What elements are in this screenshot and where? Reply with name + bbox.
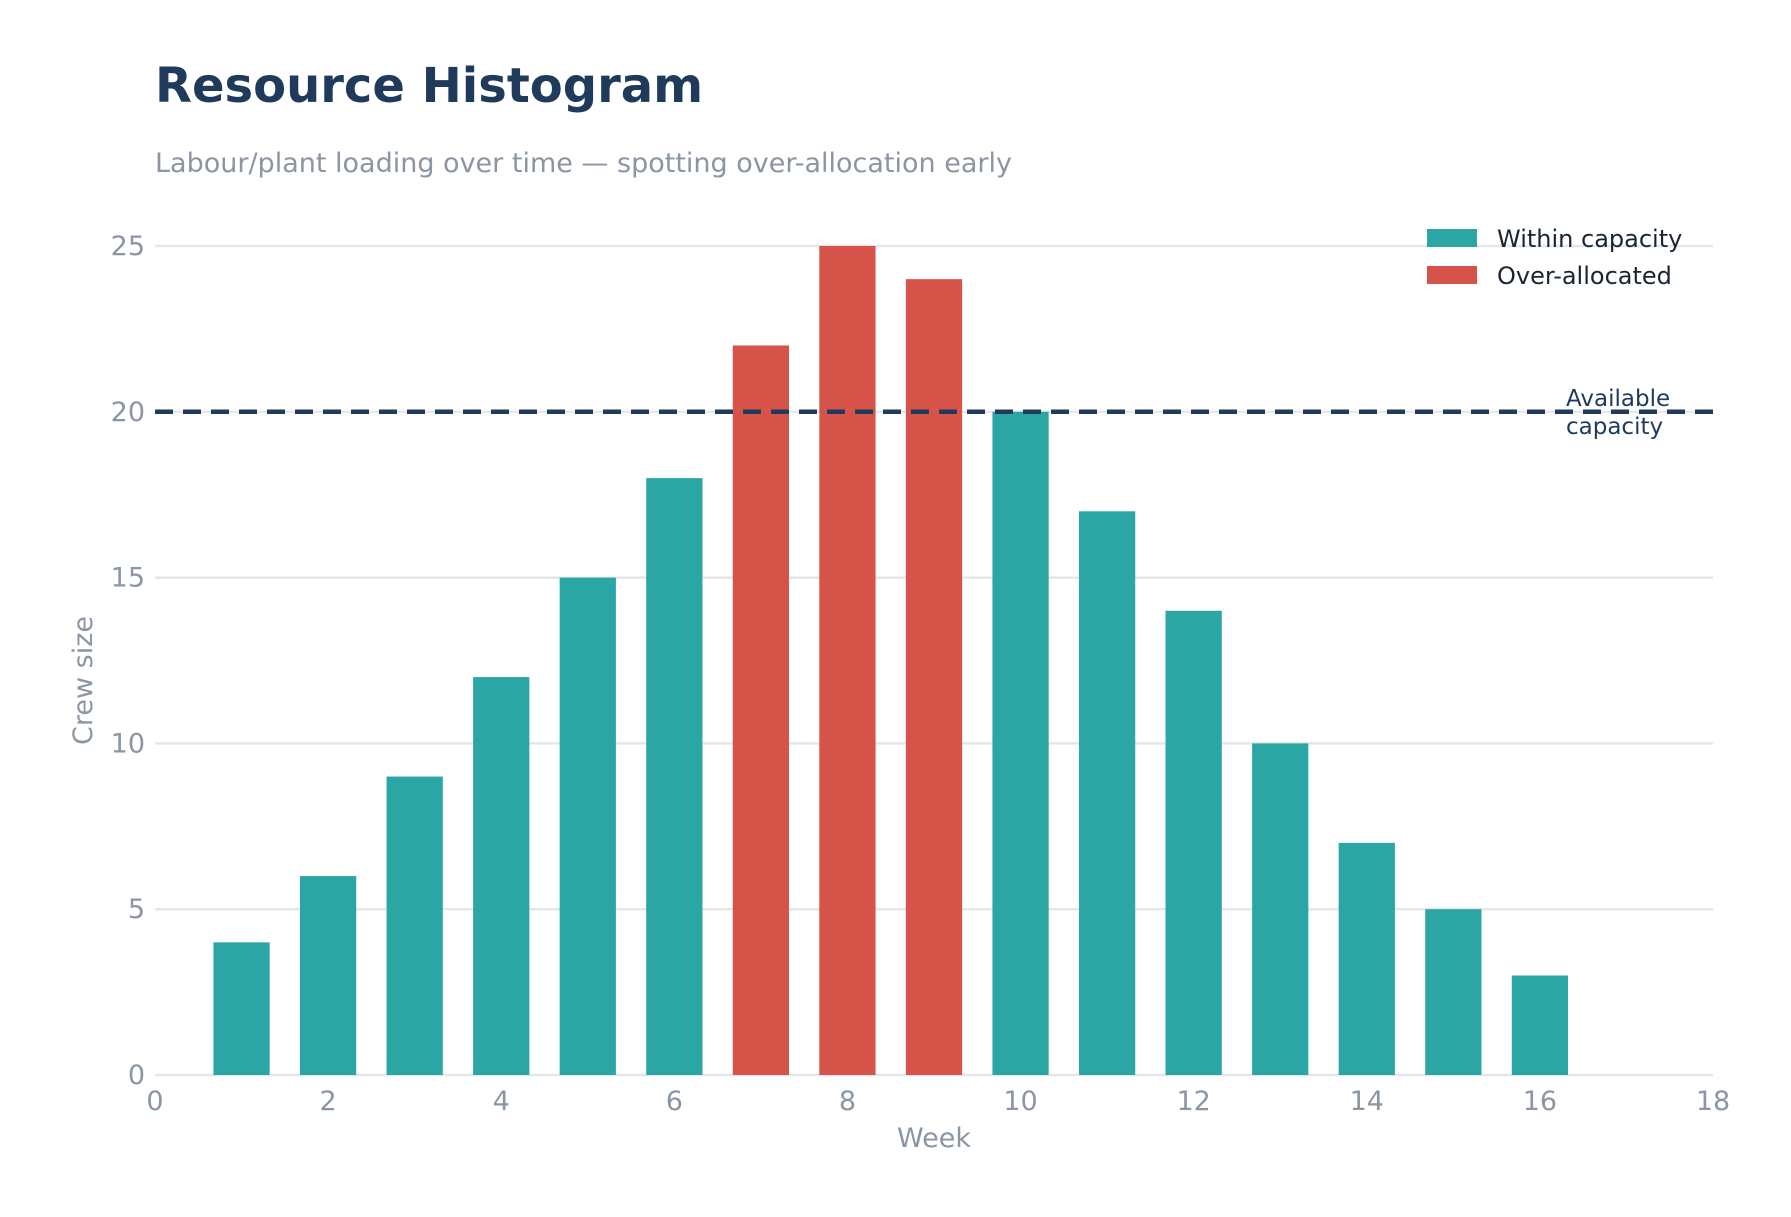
bar-week-15 [1425, 909, 1482, 1075]
y-tick-15: 15 [111, 563, 145, 594]
y-tick-5: 5 [128, 894, 145, 925]
bar-week-5 [559, 577, 616, 1075]
legend-label-2: Over-allocated [1497, 262, 1672, 290]
bar-week-11 [1078, 511, 1136, 1075]
bar-week-12 [1165, 610, 1222, 1075]
x-tick-12: 12 [1176, 1086, 1210, 1117]
bars [213, 246, 1569, 1076]
bar-week-9 [905, 279, 963, 1075]
bar-week-13 [1252, 743, 1309, 1075]
bar-week-6 [646, 478, 703, 1075]
capacity-label: Available capacity [1566, 386, 1670, 440]
bar-week-7 [732, 345, 790, 1076]
bar-week-16 [1511, 975, 1569, 1075]
y-tick-20: 20 [111, 397, 145, 428]
bar-week-2 [299, 876, 357, 1075]
x-tick-16: 16 [1523, 1086, 1557, 1117]
x-tick-2: 2 [320, 1086, 337, 1117]
legend: Within capacity Over-allocated [1427, 225, 1682, 290]
x-tick-8: 8 [839, 1086, 856, 1117]
x-tick-6: 6 [666, 1086, 683, 1117]
chart-title: Resource Histogram [155, 58, 704, 114]
bar-week-1 [213, 942, 270, 1075]
bar-week-8 [819, 246, 876, 1075]
y-tick-0: 0 [128, 1060, 145, 1091]
x-tick-labels: 0 2 4 6 8 10 12 14 16 18 [146, 1086, 1730, 1117]
x-tick-18: 18 [1696, 1086, 1730, 1117]
y-tick-10: 10 [111, 728, 145, 759]
x-tick-10: 10 [1003, 1086, 1037, 1117]
chart-subtitle: Labour/plant loading over time — spottin… [155, 148, 1012, 179]
legend-swatch-2 [1427, 266, 1477, 284]
bar-week-4 [473, 677, 530, 1075]
bar-week-10 [992, 411, 1049, 1075]
capacity-line-group: Available capacity [155, 386, 1713, 440]
x-tick-4: 4 [493, 1086, 510, 1117]
x-tick-0: 0 [146, 1086, 163, 1117]
bar-week-3 [386, 776, 443, 1075]
bar-week-14 [1338, 842, 1395, 1075]
x-axis-label: Week [897, 1123, 971, 1154]
y-tick-25: 25 [111, 231, 145, 262]
y-axis-label: Crew size [68, 616, 99, 745]
x-tick-14: 14 [1350, 1086, 1384, 1117]
y-tick-labels: 0 5 10 15 20 25 [111, 231, 145, 1091]
legend-swatch-1 [1427, 229, 1477, 247]
legend-label-1: Within capacity [1497, 225, 1682, 253]
